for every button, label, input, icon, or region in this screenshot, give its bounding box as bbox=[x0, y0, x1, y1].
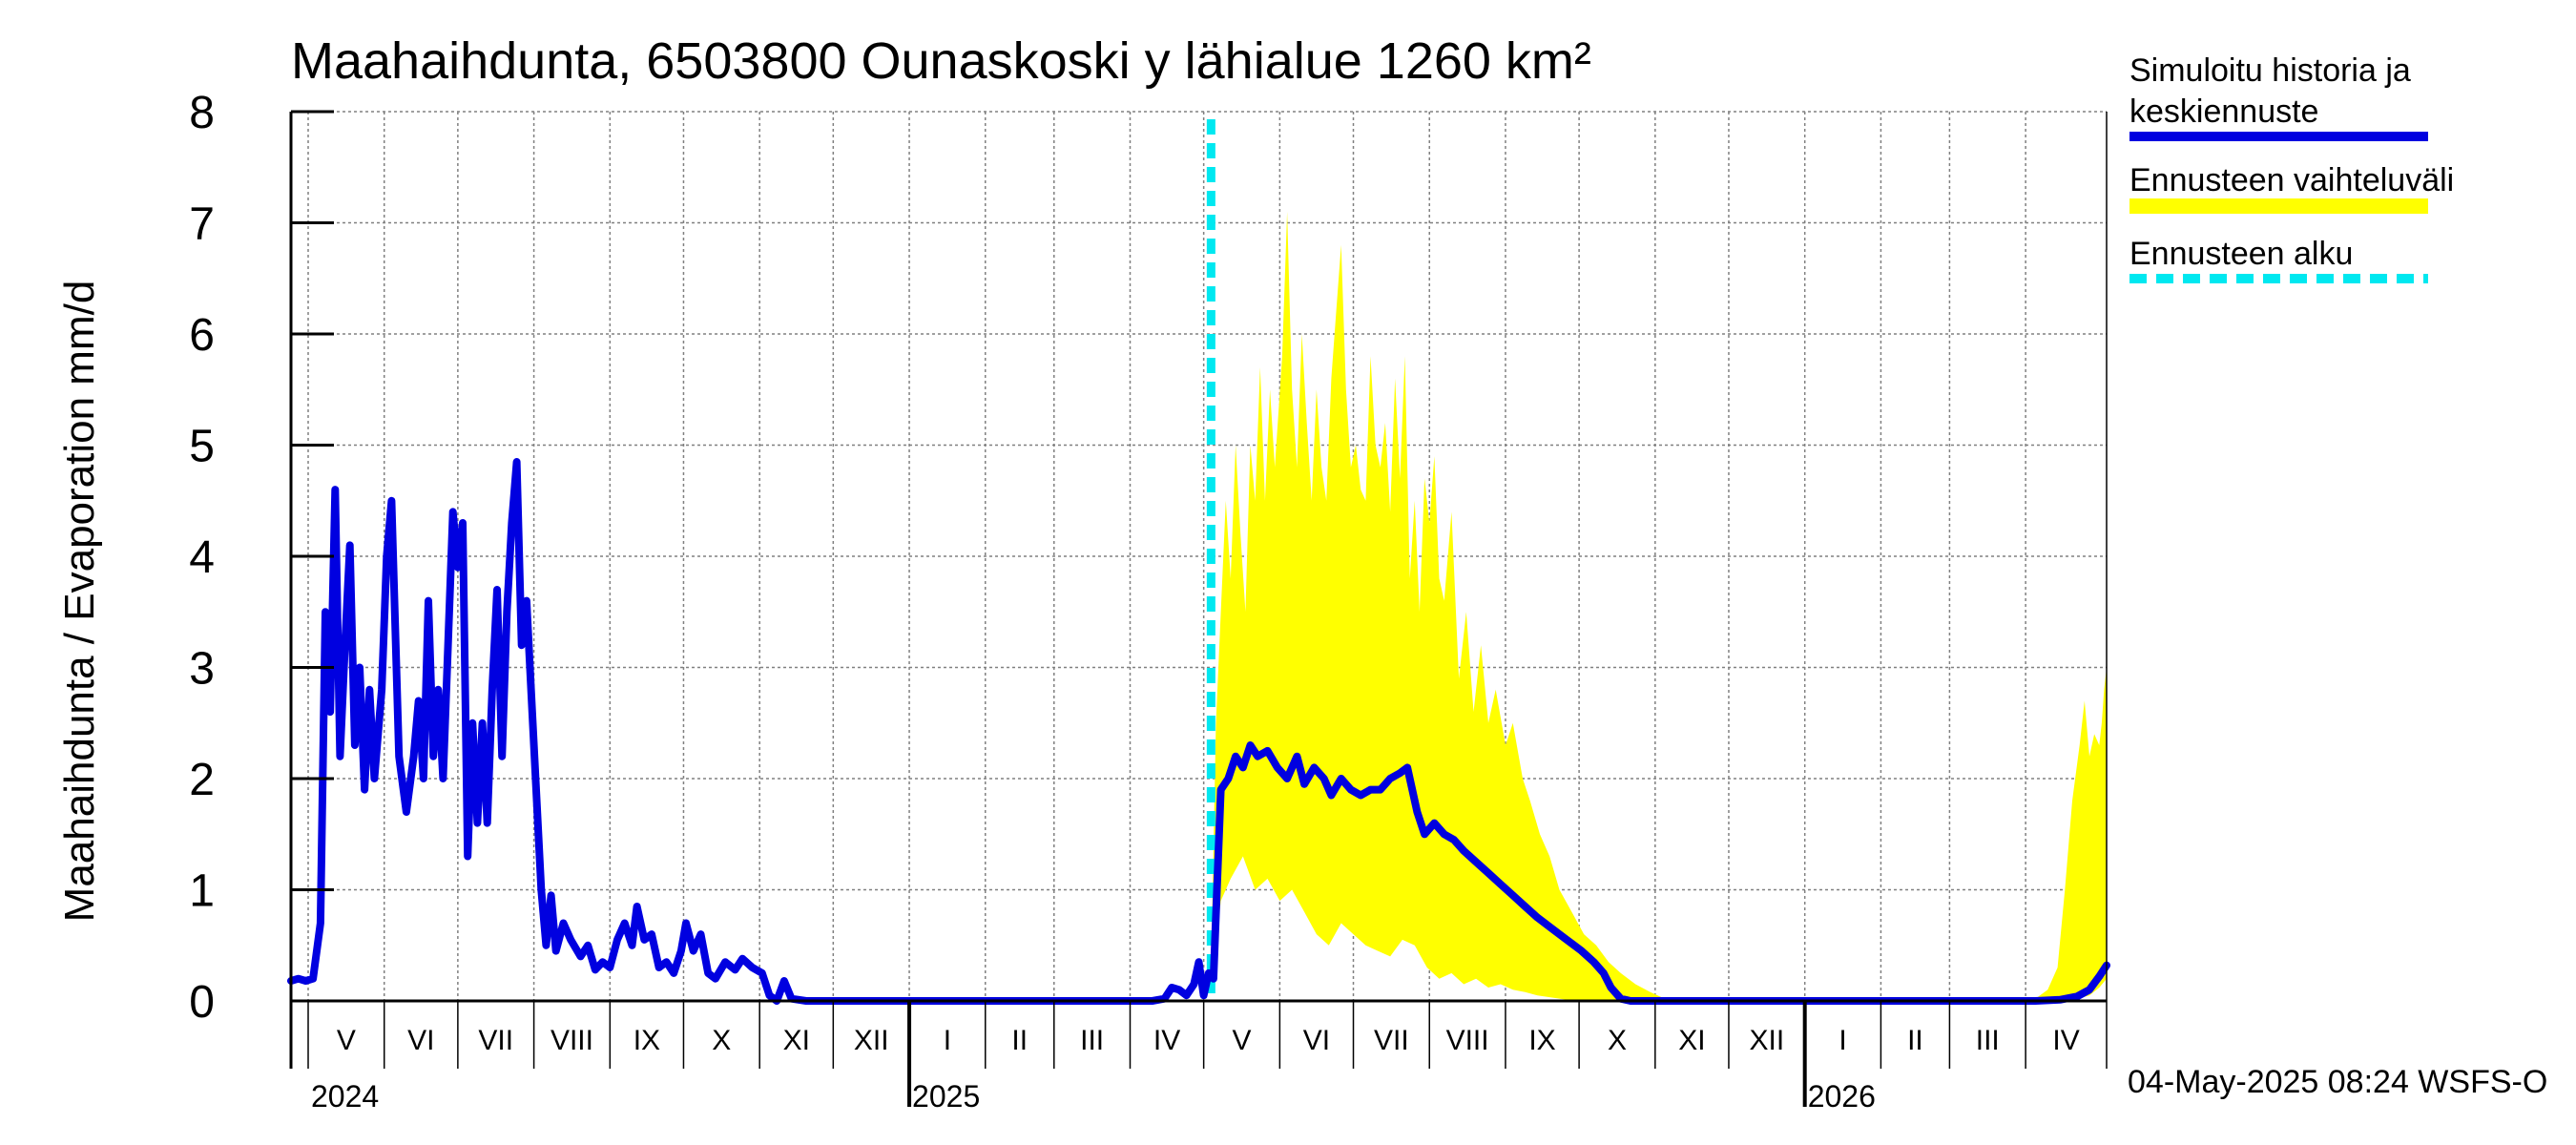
legend-label-forecast-start: Ennusteen alku bbox=[2129, 236, 2353, 272]
month-label: VIII bbox=[551, 1025, 593, 1056]
month-label: IX bbox=[1528, 1025, 1555, 1056]
y-tick-label: 2 bbox=[189, 755, 215, 805]
year-label: 2024 bbox=[311, 1079, 379, 1114]
y-tick-label: 6 bbox=[189, 310, 215, 361]
y-tick-label: 0 bbox=[189, 977, 215, 1028]
simulated-series-line bbox=[287, 458, 2110, 1005]
gridlines bbox=[291, 111, 2107, 1001]
month-label: VIII bbox=[1446, 1025, 1489, 1056]
month-label: VI bbox=[407, 1025, 434, 1056]
month-label: I bbox=[944, 1025, 951, 1056]
month-label: X bbox=[712, 1025, 731, 1056]
forecast-range-area bbox=[1211, 211, 2107, 1001]
legend-label-simulated-line1: Simuloitu historia ja bbox=[2129, 52, 2411, 89]
y-tick-label: 1 bbox=[189, 866, 215, 917]
month-label: II bbox=[1907, 1025, 1923, 1056]
y-tick-label: 5 bbox=[189, 422, 215, 472]
year-label: 2026 bbox=[1808, 1079, 1876, 1114]
y-axis-label: Maahaihdunta / Evaporation mm/d bbox=[56, 281, 103, 923]
legend-label-range: Ennusteen vaihteluväli bbox=[2129, 162, 2454, 198]
month-label: XI bbox=[1678, 1025, 1705, 1056]
month-label: XI bbox=[783, 1025, 810, 1056]
month-label: IV bbox=[2052, 1025, 2079, 1056]
month-label: IV bbox=[1153, 1025, 1180, 1056]
timestamp-footer: 04-May-2025 08:24 WSFS-O bbox=[2128, 1064, 2547, 1100]
forecast-range-band bbox=[1211, 211, 2107, 1001]
month-label: V bbox=[1232, 1025, 1251, 1056]
legend-label-simulated-line2: keskiennuste bbox=[2129, 94, 2318, 130]
year-label: 2025 bbox=[912, 1079, 980, 1114]
month-label: XII bbox=[1749, 1025, 1784, 1056]
month-label: X bbox=[1608, 1025, 1627, 1056]
y-tick-labels: 0 1 2 3 4 5 6 7 8 bbox=[189, 88, 215, 1028]
month-label: I bbox=[1839, 1025, 1846, 1056]
y-tick-label: 7 bbox=[189, 199, 215, 250]
month-label: VII bbox=[478, 1025, 513, 1056]
x-tick-labels: V VI VII VIII IX X XI XII I II III IV V VI VII VIII IX X X… bbox=[311, 1025, 2080, 1114]
y-tick-label: 4 bbox=[189, 532, 215, 583]
month-label: XII bbox=[854, 1025, 889, 1056]
month-label: VI bbox=[1303, 1025, 1330, 1056]
simulated-series-layer bbox=[287, 458, 2110, 1005]
axes bbox=[289, 110, 2108, 1107]
month-label: IX bbox=[634, 1025, 660, 1056]
chart-title: Maahaihdunta, 6503800 Ounaskoski y lähia… bbox=[291, 32, 1591, 90]
y-tick-label: 3 bbox=[189, 644, 215, 695]
month-label: VII bbox=[1374, 1025, 1409, 1056]
legend: Simuloitu historia ja keskiennuste Ennus… bbox=[2129, 52, 2454, 283]
month-label: III bbox=[1976, 1025, 2000, 1056]
month-label: V bbox=[337, 1025, 356, 1056]
month-label: II bbox=[1011, 1025, 1028, 1056]
month-label: III bbox=[1080, 1025, 1104, 1056]
y-tick-label: 8 bbox=[189, 88, 215, 138]
